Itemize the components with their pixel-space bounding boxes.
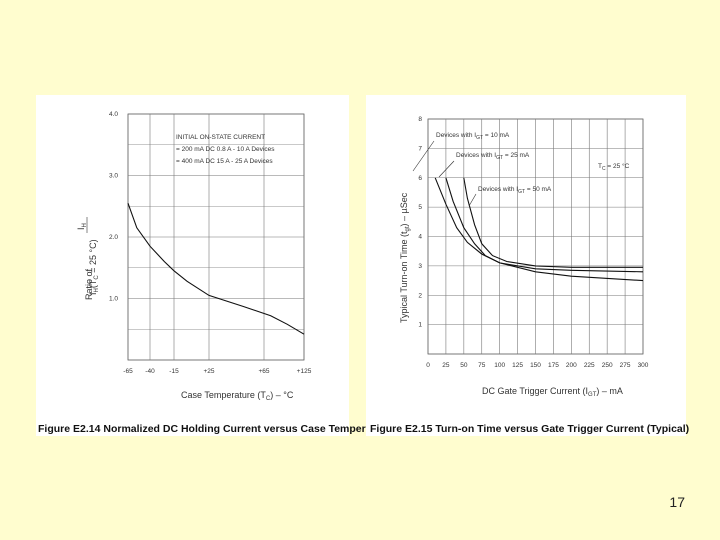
right-x-tick-label: 225 (584, 362, 595, 369)
left-y-tick-label: 4.0 (109, 111, 118, 118)
left-x-tick-label: +125 (297, 368, 312, 375)
right-series (434, 177, 644, 282)
right-x-tick-label: 75 (478, 362, 486, 369)
right-x-tick-label: 100 (494, 362, 505, 369)
right-y-tick-label: 6 (418, 175, 422, 182)
left-x-tick-label: -65 (123, 368, 133, 375)
right-y-tick-label: 2 (418, 292, 422, 299)
ylabel-ratio: Ratio of (84, 268, 94, 300)
annotation-25ma-pointer (438, 160, 455, 178)
right-y-tick-label: 5 (418, 204, 422, 211)
annotation-50ma-pointer (468, 193, 477, 207)
right-x-tick-label: 25 (442, 362, 450, 369)
left-x-tick-label: -40 (145, 368, 155, 375)
turn-on-time-chart-panel: 0 25 50 75 100 125 150 175 200 225 250 275 300 1 2 3 4 5… (366, 95, 689, 436)
right-x-tick-label: 125 (512, 362, 523, 369)
left-series (127, 203, 305, 335)
right-x-tick-label: 150 (530, 362, 541, 369)
left-x-ticks: -65 -40 -15 +25 +65 +125 (123, 368, 311, 375)
right-y-tick-label: 1 (418, 322, 422, 329)
left-figure-caption: Figure E2.14 Normalized DC Holding Curre… (38, 423, 392, 435)
holding-current-chart: -65 -40 -15 +25 +65 +125 1.0 2.0 3.0 4.0 INITIAL… (38, 111, 392, 435)
right-y-axis-label: Typical Turn-on Time (tgt) – µSec (399, 192, 411, 323)
left-y-tick-label: 1.0 (109, 296, 118, 303)
right-x-tick-label: 0 (426, 362, 430, 369)
left-x-axis-label: Case Temperature (TC) – °C (181, 390, 294, 402)
temperature-label: TC = 25 °C (598, 162, 630, 172)
right-series-line (463, 177, 643, 268)
svg-text:Typical Turn-on Time (tgt) – µ: Typical Turn-on Time (tgt) – µSec (399, 192, 411, 323)
right-x-tick-label: 250 (602, 362, 613, 369)
turn-on-time-chart: 0 25 50 75 100 125 150 175 200 225 250 275 300 1 2 3 4 5… (370, 116, 689, 435)
ylabel-numerator: IH (76, 223, 88, 230)
right-x-tick-label: 200 (566, 362, 577, 369)
holding-current-chart-panel: -65 -40 -15 +25 +65 +125 1.0 2.0 3.0 4.0 INITIAL… (36, 95, 392, 436)
left-x-tick-label: +25 (203, 368, 214, 375)
right-x-tick-label: 300 (638, 362, 649, 369)
right-series-line (434, 177, 644, 282)
left-grid (127, 113, 305, 361)
left-x-tick-label: +65 (258, 368, 269, 375)
left-y-fraction-numerator: IH (76, 223, 88, 230)
right-y-tick-label: 3 (418, 263, 422, 270)
right-y-tick-label: 7 (418, 145, 422, 152)
left-y-ticks: 1.0 2.0 3.0 4.0 (109, 111, 118, 303)
left-y-fraction-denominator: IH(TC = 25 °C) (88, 239, 100, 295)
annotation-50ma: Devices with IGT = 50 mA (478, 186, 552, 195)
annotation-25ma: Devices with IGT = 25 mA (456, 152, 530, 161)
left-y-tick-label: 3.0 (109, 173, 118, 180)
annotation-10ma: Devices with IGT = 10 mA (436, 132, 510, 141)
right-figure-caption: Figure E2.15 Turn-on Time versus Gate Tr… (370, 423, 689, 435)
right-series-line (445, 177, 644, 273)
right-y-ticks: 1 2 3 4 5 6 7 8 (418, 116, 422, 329)
left-series-line (127, 203, 305, 335)
right-y-tick-label: 4 (418, 234, 422, 241)
right-x-ticks: 0 25 50 75 100 125 150 175 200 225 250 275 300 (426, 362, 649, 369)
legend-line-3: = 400 mA DC 15 A - 25 A Devices (176, 158, 273, 165)
left-y-tick-label: 2.0 (109, 234, 118, 241)
legend-line-1: INITIAL ON-STATE CURRENT (176, 134, 265, 141)
left-y-axis-label: Ratio of (84, 268, 94, 300)
right-x-tick-label: 50 (460, 362, 468, 369)
right-grid (427, 118, 644, 355)
annotation-10ma-pointer (412, 140, 435, 172)
right-x-tick-label: 275 (620, 362, 631, 369)
right-x-axis-label: DC Gate Trigger Current (IGT) – mA (482, 386, 623, 398)
right-y-tick-label: 8 (418, 116, 422, 123)
page-number: 17 (669, 494, 685, 510)
ylabel-denominator: IH(TC = 25 °C) (88, 239, 100, 295)
legend-line-2: = 200 mA DC 0.8 A - 10 A Devices (176, 146, 275, 153)
right-x-tick-label: 175 (548, 362, 559, 369)
left-x-tick-label: -15 (169, 368, 179, 375)
